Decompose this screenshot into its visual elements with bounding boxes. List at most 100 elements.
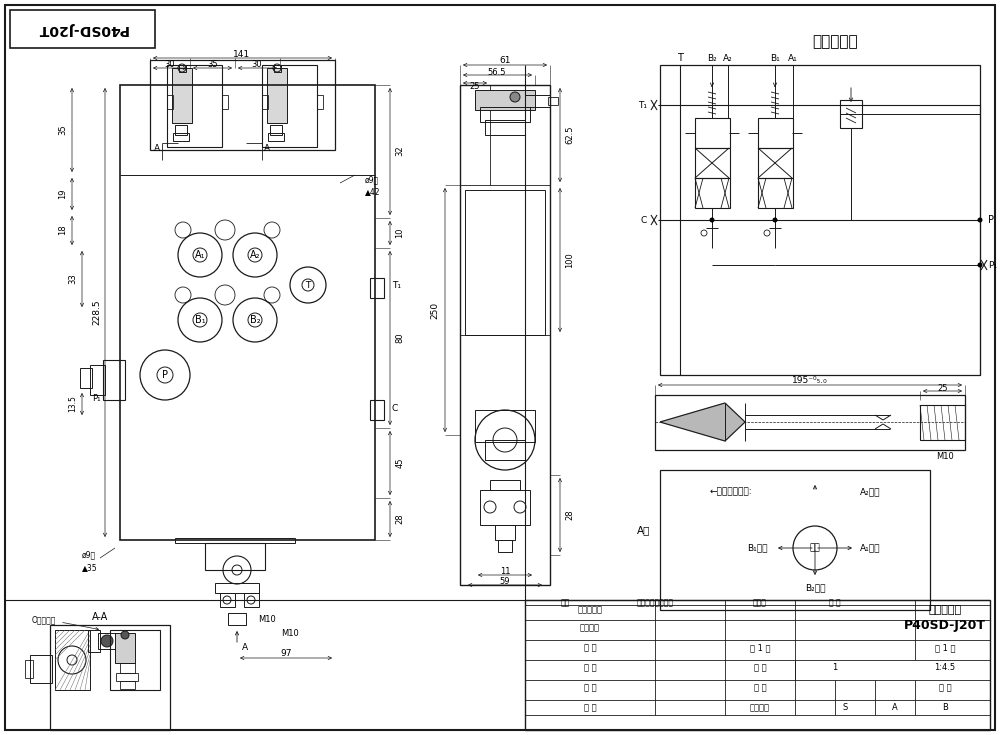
Text: 13.5: 13.5	[68, 395, 78, 412]
Text: T₁: T₁	[638, 101, 647, 110]
Bar	[268, 133, 284, 141]
Bar	[758, 148, 793, 178]
Text: A₁: A₁	[788, 54, 798, 62]
Text: T: T	[305, 281, 311, 290]
Bar	[495, 525, 515, 540]
Text: 工艺规范: 工艺规范	[580, 623, 600, 633]
Text: C: C	[392, 404, 398, 412]
Text: P: P	[162, 370, 168, 380]
Text: 62.5: 62.5	[566, 126, 574, 144]
Polygon shape	[660, 403, 745, 441]
Bar	[548, 97, 558, 105]
Bar	[167, 65, 222, 147]
Bar	[695, 118, 730, 148]
Bar	[173, 133, 189, 141]
Bar	[167, 95, 173, 109]
Bar	[80, 368, 92, 388]
Text: A: A	[154, 143, 160, 152]
Text: 共 1 张: 共 1 张	[750, 644, 770, 653]
Text: 1:4.5: 1:4.5	[934, 664, 956, 673]
Text: C: C	[641, 215, 647, 224]
Bar	[465, 190, 545, 335]
Text: A-A: A-A	[92, 612, 108, 622]
Text: 61: 61	[499, 56, 511, 65]
Bar	[267, 68, 287, 123]
Bar	[228, 613, 246, 625]
Circle shape	[772, 218, 778, 223]
Text: 更改人: 更改人	[753, 598, 767, 608]
Text: T: T	[677, 53, 683, 63]
Bar	[262, 95, 268, 109]
Bar	[525, 600, 990, 730]
Text: A: A	[242, 644, 248, 653]
Text: 35: 35	[208, 60, 218, 68]
Bar	[205, 543, 265, 570]
Bar	[179, 65, 186, 72]
Text: A₁: A₁	[195, 250, 205, 260]
Text: 制 图: 制 图	[584, 684, 596, 692]
Text: M10: M10	[281, 628, 299, 637]
Bar	[116, 673, 138, 681]
Bar	[460, 85, 550, 585]
Bar	[120, 663, 135, 673]
Text: 56.5: 56.5	[488, 68, 506, 76]
Bar	[172, 68, 192, 123]
Text: 标记: 标记	[560, 598, 570, 608]
Bar	[115, 633, 135, 663]
Text: 图 号: 图 号	[829, 598, 841, 608]
Text: ø9孔: ø9孔	[365, 176, 379, 184]
Text: 250: 250	[430, 301, 440, 318]
Circle shape	[121, 631, 129, 639]
Text: ▲35: ▲35	[82, 564, 98, 573]
Text: 校 对: 校 对	[584, 644, 596, 653]
Text: 35: 35	[58, 125, 68, 135]
Bar	[695, 178, 730, 208]
Bar	[88, 630, 100, 652]
Text: B₂出油: B₂出油	[805, 584, 825, 592]
Bar	[50, 625, 170, 730]
Text: 液压原理图: 液压原理图	[812, 35, 858, 49]
Bar	[480, 490, 530, 525]
Bar	[90, 365, 105, 395]
Text: O形密封圈: O形密封圈	[32, 615, 56, 625]
Text: A向: A向	[637, 525, 650, 535]
Text: A: A	[264, 143, 270, 152]
Bar	[660, 65, 980, 375]
Text: A: A	[892, 703, 898, 712]
Text: B₁: B₁	[195, 315, 205, 325]
Text: A₁出油: A₁出油	[860, 543, 881, 553]
Text: 二联多路阀: 二联多路阀	[928, 605, 962, 615]
Text: ø9孔: ø9孔	[82, 551, 96, 559]
Text: 图样标记: 图样标记	[750, 703, 770, 712]
Bar	[655, 395, 965, 450]
Text: 30: 30	[165, 60, 175, 68]
Bar	[475, 410, 535, 442]
Bar	[98, 633, 116, 649]
Bar	[220, 593, 235, 607]
Circle shape	[710, 218, 714, 223]
Text: 45: 45	[396, 458, 404, 468]
Bar	[222, 95, 228, 109]
Text: B: B	[942, 703, 948, 712]
Bar	[103, 360, 125, 400]
Text: P₁: P₁	[92, 393, 100, 403]
Text: 32: 32	[396, 146, 404, 157]
Bar	[25, 660, 33, 678]
Text: 10: 10	[396, 228, 404, 238]
Text: 25: 25	[938, 384, 948, 392]
Text: 11: 11	[500, 567, 510, 576]
Text: 标准化检查: 标准化检查	[578, 606, 602, 614]
Text: ▲42: ▲42	[365, 187, 380, 196]
Text: M10: M10	[258, 614, 276, 623]
Text: S: S	[842, 703, 848, 712]
Bar	[110, 630, 160, 690]
Bar	[262, 65, 317, 147]
Text: B₁出油: B₁出油	[748, 543, 768, 553]
Text: B₂: B₂	[250, 315, 260, 325]
Bar	[10, 10, 155, 48]
Bar	[370, 400, 384, 420]
Text: 59: 59	[500, 578, 510, 587]
Text: 手柄: 手柄	[810, 543, 820, 553]
Bar	[317, 95, 323, 109]
Circle shape	[978, 218, 982, 223]
